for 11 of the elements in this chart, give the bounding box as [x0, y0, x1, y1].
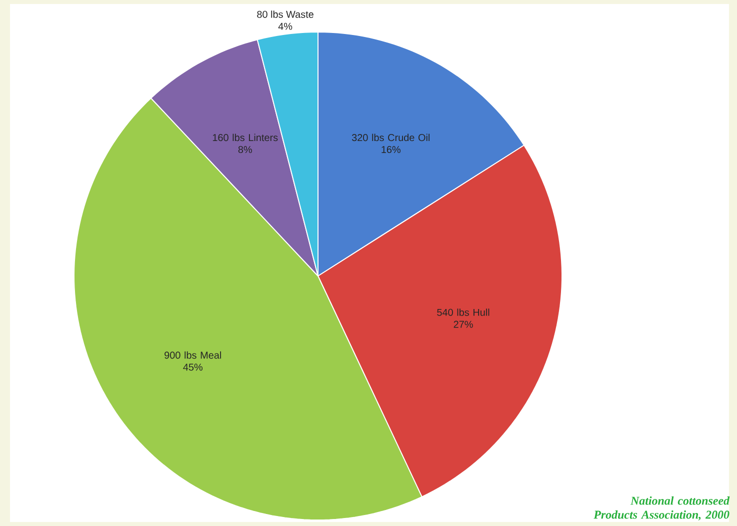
slice-label: 160 lbs Linters — [212, 134, 278, 142]
slice-label: 900 lbs Meal — [164, 351, 221, 359]
data-label: 8% — [238, 146, 252, 154]
data-label: 4% — [278, 22, 292, 30]
text: National cottonseed Products Association, 2000 — [594, 496, 730, 520]
slice-label: 540 lbs Hull — [437, 308, 490, 316]
data-label: 45% — [183, 364, 203, 371]
slice-label: 320 lbs Crude Oil — [352, 134, 430, 142]
slice-label: 80 lbs Waste — [257, 10, 314, 18]
data-label: 27% — [454, 320, 473, 328]
data-label: 16% — [382, 146, 401, 154]
